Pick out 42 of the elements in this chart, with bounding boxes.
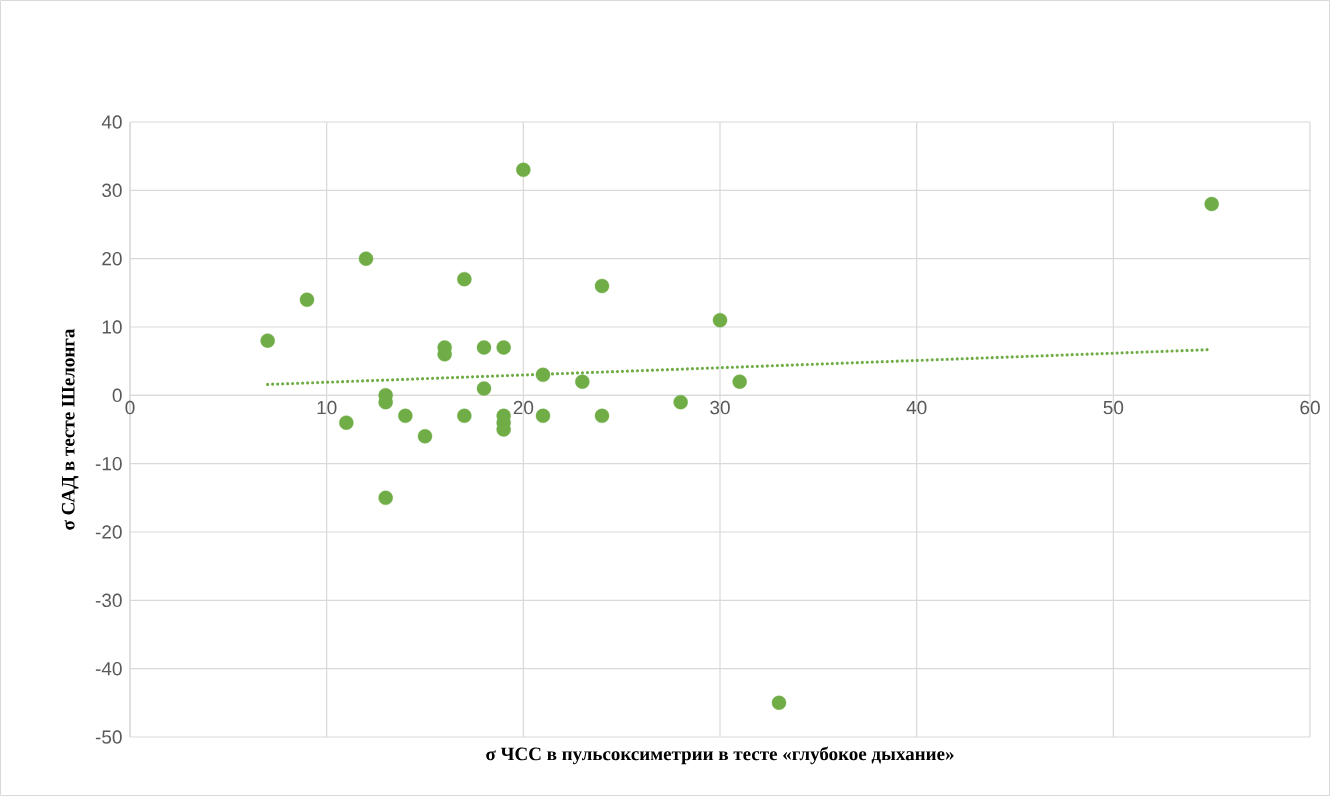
point <box>299 292 315 307</box>
point <box>378 490 393 506</box>
x-tick-label: 30 <box>710 400 730 415</box>
point <box>575 374 590 389</box>
point <box>1204 196 1219 212</box>
point <box>535 367 551 383</box>
x-axis-title: σ ЧСС в пульсоксиметрии в тесте «глубокое дыхание» <box>486 746 954 765</box>
y-tick-label: -40 <box>95 661 122 676</box>
y-tick-label: -30 <box>95 593 122 608</box>
point <box>358 251 374 266</box>
x-tick-label: 40 <box>906 400 927 415</box>
point <box>594 278 610 294</box>
point <box>339 415 354 430</box>
y-tick-label: -50 <box>95 730 122 744</box>
y-tick-label: -20 <box>95 525 122 539</box>
y-axis-title: σ САД в тесте Шелонга <box>61 328 79 530</box>
x-tick-label: 0 <box>125 400 135 415</box>
point <box>398 408 413 424</box>
y-tick-label: 40 <box>101 115 122 129</box>
point <box>457 271 472 287</box>
x-tick-label: 60 <box>1300 400 1320 415</box>
x-tick-label: 50 <box>1103 400 1124 415</box>
point <box>673 394 688 410</box>
y-tick-label: -10 <box>95 456 122 471</box>
y-tick-label: 30 <box>102 183 122 198</box>
point <box>771 695 787 711</box>
y-tick-label: 20 <box>102 251 122 266</box>
point <box>712 312 728 328</box>
point <box>260 333 275 348</box>
point <box>732 374 747 389</box>
point <box>535 408 551 424</box>
point <box>417 429 433 444</box>
y-tick-label: 0 <box>112 388 122 403</box>
point <box>594 408 610 424</box>
x-tick-label: 10 <box>317 400 337 415</box>
point <box>516 162 531 178</box>
point <box>476 340 492 355</box>
point <box>476 381 492 396</box>
x-tick-label: 20 <box>513 400 534 415</box>
point <box>496 340 511 355</box>
y-tick-label: 10 <box>102 320 122 334</box>
point <box>457 408 472 424</box>
